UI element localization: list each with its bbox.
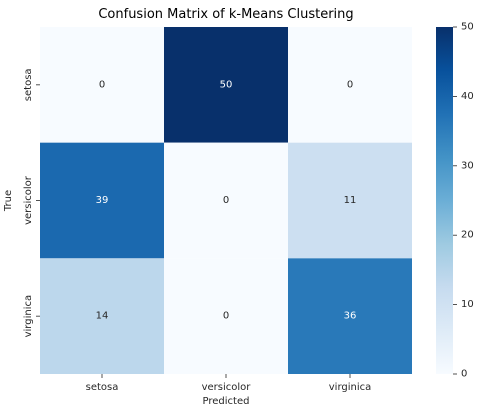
colorbar-tick-label: 0 <box>461 369 467 380</box>
x-tick-label: setosa <box>86 382 119 393</box>
y-tick-label: virginica <box>23 295 34 338</box>
heatmap-cell <box>40 142 164 259</box>
cell-value-label: 14 <box>96 311 109 322</box>
heatmap-cell <box>164 258 288 374</box>
y-tick-label: versicolor <box>23 175 34 225</box>
colorbar-tick-label: 40 <box>461 91 474 102</box>
colorbar-tick-label: 30 <box>461 160 474 171</box>
heatmap-cell <box>288 258 412 374</box>
cell-value-label: 0 <box>223 195 229 206</box>
x-axis-label: Predicted <box>203 396 250 407</box>
heatmap-cell <box>288 27 412 143</box>
heatmap-cell <box>288 142 412 259</box>
heatmap-cell <box>164 27 288 143</box>
x-tick-label: virginica <box>329 382 372 393</box>
cell-value-label: 11 <box>344 195 357 206</box>
colorbar-tick-label: 20 <box>461 230 474 241</box>
cell-value-label: 39 <box>96 195 109 206</box>
cell-value-label: 50 <box>220 79 233 90</box>
x-tick-label: versicolor <box>202 382 252 393</box>
colorbar <box>436 27 453 374</box>
colorbar-tick-label: 10 <box>461 299 474 310</box>
cell-value-label: 36 <box>344 311 357 322</box>
cell-value-label: 0 <box>223 311 229 322</box>
y-tick-label: setosa <box>23 68 34 101</box>
y-axis-label: True <box>3 190 14 212</box>
heatmap-cell <box>164 142 288 259</box>
chart-title: Confusion Matrix of k-Means Clustering <box>98 7 354 22</box>
cell-value-label: 0 <box>99 79 105 90</box>
colorbar-tick-label: 50 <box>461 22 474 33</box>
cell-value-label: 0 <box>347 79 353 90</box>
heatmap-cell <box>40 27 164 143</box>
heatmap-cell <box>40 258 164 374</box>
